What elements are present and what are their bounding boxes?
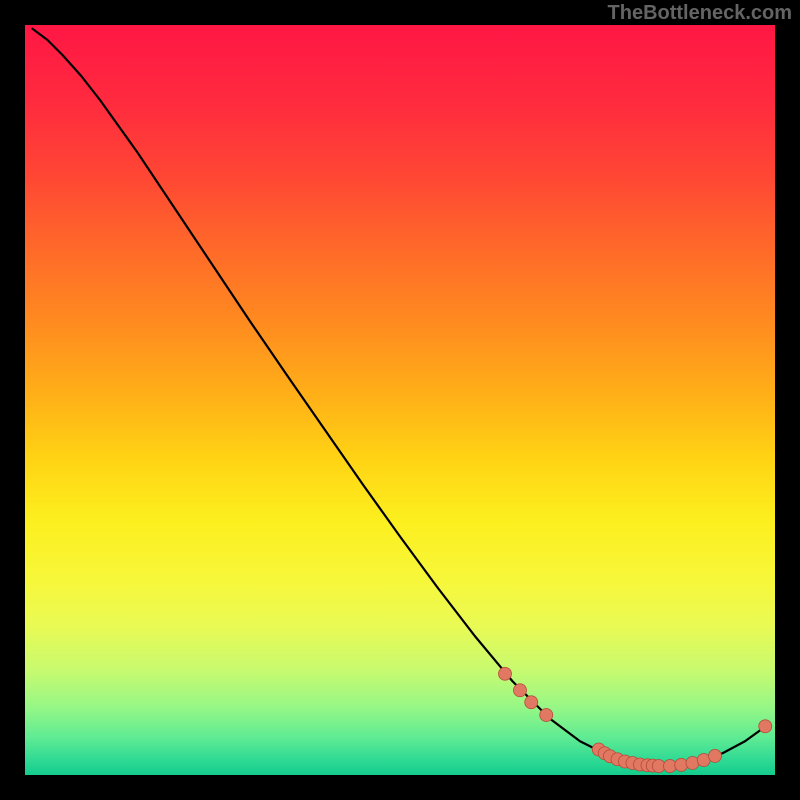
chart-plot-area (25, 25, 775, 775)
data-marker (709, 749, 722, 762)
watermark-text: TheBottleneck.com (608, 2, 792, 25)
data-marker (675, 758, 688, 771)
data-marker (540, 709, 553, 722)
data-markers-group (499, 667, 772, 772)
data-marker (499, 667, 512, 680)
data-marker (759, 720, 772, 733)
data-marker (514, 684, 527, 697)
data-marker (525, 696, 538, 709)
bottleneck-curve (33, 29, 764, 766)
chart-svg (25, 25, 775, 775)
